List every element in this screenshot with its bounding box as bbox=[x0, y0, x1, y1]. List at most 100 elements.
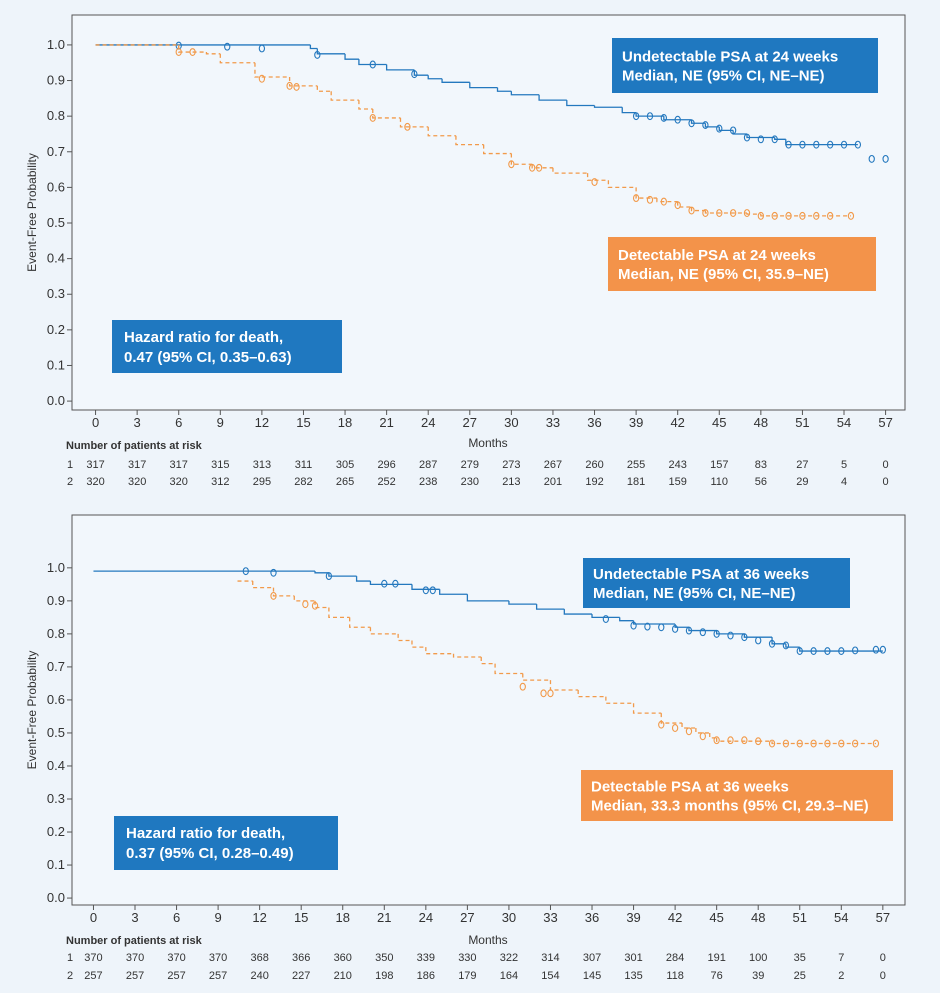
censor-mark bbox=[810, 739, 817, 748]
risk-count: 252 bbox=[377, 476, 395, 488]
step-segment bbox=[372, 109, 401, 119]
y-tick-label: 0.5 bbox=[47, 215, 65, 230]
censor-mark bbox=[851, 646, 859, 655]
censor-mark bbox=[270, 568, 277, 577]
step-segment bbox=[469, 82, 498, 89]
step-segment bbox=[314, 600, 329, 609]
step-segment bbox=[760, 214, 851, 217]
censor-mark bbox=[854, 140, 862, 149]
x-tick-label: 30 bbox=[502, 910, 516, 925]
y-tick-label: 0.3 bbox=[47, 286, 65, 301]
step-segment bbox=[704, 210, 747, 214]
y-tick-label: 1.0 bbox=[47, 37, 65, 52]
censor-mark bbox=[242, 567, 249, 576]
step-segment bbox=[774, 137, 786, 140]
x-tick-label: 36 bbox=[587, 415, 601, 430]
censor-mark bbox=[630, 621, 637, 630]
risk-count: 4 bbox=[841, 476, 847, 488]
risk-count: 317 bbox=[170, 459, 188, 471]
censor-mark bbox=[688, 206, 695, 215]
censor-mark bbox=[325, 572, 333, 581]
censor-mark bbox=[293, 82, 300, 91]
step-segment bbox=[316, 48, 346, 55]
censor-mark bbox=[882, 154, 889, 163]
censor-mark bbox=[422, 586, 429, 595]
censor-mark bbox=[785, 211, 792, 220]
series-line bbox=[237, 580, 880, 748]
risk-count: 35 bbox=[794, 952, 806, 964]
step-segment bbox=[635, 112, 664, 117]
step-segment bbox=[205, 52, 221, 55]
risk-count: 320 bbox=[86, 476, 104, 488]
step-segment bbox=[288, 76, 318, 87]
step-segment bbox=[607, 180, 637, 189]
censor-mark bbox=[508, 160, 515, 169]
censor-mark bbox=[838, 739, 845, 748]
risk-count: 368 bbox=[250, 952, 268, 964]
x-tick-label: 6 bbox=[173, 910, 180, 925]
risk-count: 257 bbox=[167, 970, 185, 982]
risk-count: 25 bbox=[794, 970, 806, 982]
step-segment bbox=[743, 633, 773, 638]
step-segment bbox=[531, 164, 553, 169]
risk-count: 56 bbox=[755, 476, 767, 488]
step-segment bbox=[716, 737, 759, 742]
y-axis-label: Event-Free Probability bbox=[25, 153, 39, 272]
legend-note: Median, NE (95% CI, NE–NE) bbox=[593, 585, 796, 602]
y-tick-label: 0.0 bbox=[47, 393, 65, 408]
x-tick-label: 39 bbox=[629, 415, 643, 430]
step-segment bbox=[563, 609, 593, 615]
censor-mark bbox=[674, 201, 681, 210]
y-tick-label: 1.0 bbox=[47, 560, 65, 575]
step-segment bbox=[591, 614, 620, 619]
censor-mark bbox=[411, 70, 418, 79]
step-segment bbox=[455, 135, 484, 146]
censor-mark bbox=[813, 211, 820, 220]
annotation: 0.37 (95% CI, 0.28–0.49) bbox=[126, 845, 294, 862]
step-segment bbox=[663, 116, 692, 121]
risk-table-title: Number of patients at risk bbox=[66, 440, 203, 452]
step-segment bbox=[660, 713, 683, 724]
series-line bbox=[95, 44, 855, 220]
step-segment bbox=[681, 723, 696, 729]
censor-mark bbox=[646, 112, 654, 121]
y-axis-label: Event-Free Probability bbox=[25, 651, 39, 770]
censor-mark bbox=[547, 689, 554, 698]
series-line bbox=[93, 567, 886, 656]
step-segment bbox=[716, 630, 745, 635]
step-segment bbox=[254, 62, 290, 78]
step-segment bbox=[746, 133, 775, 139]
censor-mark bbox=[189, 48, 196, 56]
risk-count: 76 bbox=[711, 970, 723, 982]
legend-name: Detectable PSA at 24 weeks bbox=[618, 247, 816, 264]
censor-mark bbox=[716, 124, 723, 133]
step-segment bbox=[746, 213, 761, 215]
x-tick-label: 15 bbox=[296, 415, 310, 430]
step-segment bbox=[632, 703, 662, 714]
censor-mark bbox=[771, 135, 778, 144]
step-segment bbox=[466, 594, 509, 602]
step-segment bbox=[510, 153, 533, 165]
step-segment bbox=[344, 53, 359, 60]
step-segment bbox=[656, 198, 678, 203]
risk-count: 320 bbox=[170, 476, 188, 488]
risk-count: 287 bbox=[419, 459, 437, 471]
censor-mark bbox=[671, 624, 679, 633]
y-tick-label: 0.9 bbox=[47, 73, 65, 88]
risk-count: 295 bbox=[253, 476, 271, 488]
risk-count: 230 bbox=[461, 476, 479, 488]
step-segment bbox=[621, 107, 637, 114]
x-tick-label: 21 bbox=[377, 910, 391, 925]
risk-count: 265 bbox=[336, 476, 354, 488]
risk-count: 186 bbox=[417, 970, 435, 982]
x-tick-label: 27 bbox=[460, 910, 474, 925]
risk-count: 350 bbox=[375, 952, 393, 964]
y-tick-label: 0.8 bbox=[47, 626, 65, 641]
step-segment bbox=[399, 117, 429, 128]
risk-count: 0 bbox=[883, 476, 889, 488]
censor-mark bbox=[699, 732, 706, 741]
y-tick-label: 0.0 bbox=[47, 890, 65, 905]
risk-count: 7 bbox=[838, 952, 844, 964]
x-tick-label: 51 bbox=[793, 910, 807, 925]
risk-count: 305 bbox=[336, 459, 354, 471]
